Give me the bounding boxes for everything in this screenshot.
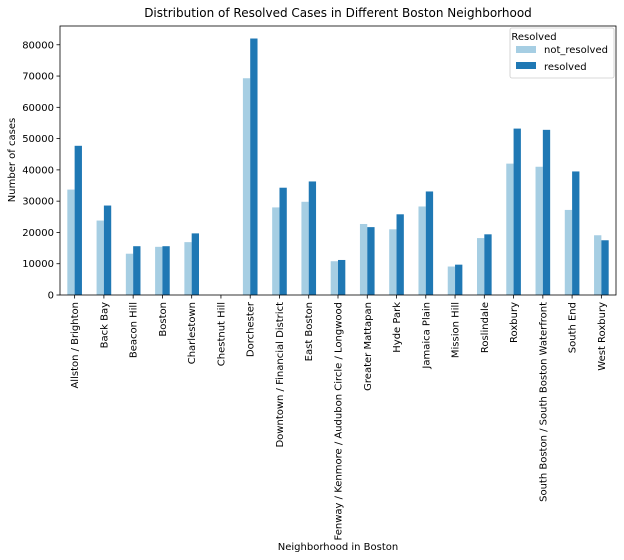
bar-not-resolved	[301, 201, 309, 295]
x-tick-label: Allston / Brighton	[70, 302, 81, 389]
legend-swatch-not-resolved	[516, 46, 536, 53]
bar-not-resolved	[155, 246, 163, 295]
bar-not-resolved	[594, 235, 602, 295]
bar-not-resolved	[67, 189, 75, 295]
bar-resolved	[572, 171, 580, 295]
bar-not-resolved	[242, 78, 251, 295]
bar-resolved	[455, 264, 463, 295]
x-tick-label: Mission Hill	[451, 302, 462, 358]
legend-label-not-resolved: not_resolved	[544, 45, 608, 56]
x-tick-label: West Roxbury	[597, 302, 608, 371]
bar-not-resolved	[359, 223, 368, 295]
bar-not-resolved	[418, 206, 426, 295]
bar-resolved	[279, 187, 287, 295]
x-tick-label: Boston	[158, 302, 169, 337]
x-tick-label: South Boston / South Boston Waterfront	[538, 302, 549, 502]
bar-resolved	[367, 227, 375, 295]
y-tick-label: 70000	[22, 72, 54, 83]
bar-resolved	[601, 240, 609, 295]
legend: Resolved not_resolved resolved	[509, 27, 615, 79]
x-tick-label: Fenway / Kenmore / Audubon Circle / Long…	[334, 302, 345, 540]
y-tick-label: 60000	[22, 103, 54, 114]
y-tick-label: 10000	[22, 259, 54, 270]
x-tick-label: Greater Mattapan	[363, 302, 374, 391]
x-axis-label: Neighborhood in Boston	[278, 542, 398, 553]
bar-not-resolved	[535, 166, 543, 295]
bar-resolved	[191, 233, 199, 295]
bar-resolved	[425, 191, 434, 295]
bar-resolved	[133, 246, 141, 295]
x-tick-label: Charlestown	[187, 302, 198, 364]
bar-not-resolved	[506, 163, 514, 295]
x-tick-label: East Boston	[304, 302, 315, 361]
bar-resolved	[250, 38, 258, 295]
bar-resolved	[484, 234, 492, 295]
x-tick-label: Dorchester	[246, 301, 257, 357]
bar-not-resolved	[564, 209, 573, 295]
legend-label-resolved: resolved	[544, 62, 587, 73]
bar-not-resolved	[272, 207, 280, 295]
bar-resolved	[542, 129, 551, 295]
x-tick-label: Downtown / Financial District	[275, 302, 286, 448]
bars-group	[67, 38, 609, 295]
y-tick-label: 80000	[22, 40, 54, 51]
bar-not-resolved	[477, 238, 485, 295]
bar-not-resolved	[330, 261, 338, 295]
x-tick-label: Roxbury	[509, 302, 520, 343]
bar-not-resolved	[389, 229, 397, 295]
legend-swatch-resolved	[516, 62, 536, 69]
x-tick-label: Beacon Hill	[129, 302, 140, 358]
x-tick-label: South End	[568, 302, 579, 353]
y-tick-label: 40000	[22, 165, 54, 176]
bar-not-resolved	[125, 253, 134, 295]
bar-resolved	[338, 259, 346, 295]
bar-resolved	[513, 128, 521, 295]
x-tick-label: Back Bay	[99, 302, 110, 348]
bar-not-resolved	[96, 220, 104, 295]
bar-resolved	[74, 145, 82, 295]
x-tick-label: Roslindale	[480, 302, 491, 353]
bar-not-resolved	[184, 242, 192, 295]
chart-title: Distribution of Resolved Cases in Differ…	[144, 6, 532, 20]
plot-frame	[59, 25, 617, 296]
bar-resolved	[308, 181, 317, 295]
y-axis-label: Number of cases	[7, 118, 18, 202]
y-axis: 0 10000 20000 30000 40000 50000 60000 70000 8000…	[22, 40, 60, 302]
legend-title: Resolved	[511, 32, 556, 43]
bar-not-resolved	[447, 266, 456, 295]
y-tick-label: 50000	[22, 134, 54, 145]
x-tick-label: Jamaica Plain	[421, 302, 432, 370]
x-tick-label: Hyde Park	[392, 302, 403, 353]
bar-resolved	[103, 205, 112, 295]
x-axis: Allston / Brighton Back Bay Beacon Hill Bos…	[70, 295, 608, 540]
bar-resolved	[396, 214, 404, 295]
y-tick-label: 30000	[22, 197, 54, 208]
y-tick-label: 20000	[22, 228, 54, 239]
bar-resolved	[162, 246, 170, 295]
y-tick-label: 0	[48, 291, 54, 302]
x-tick-label: Chestnut Hill	[216, 302, 227, 366]
